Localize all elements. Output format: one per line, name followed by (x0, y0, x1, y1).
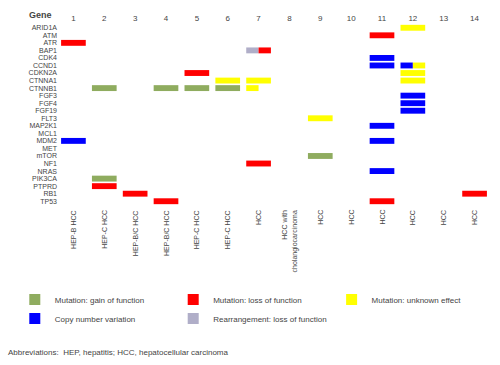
svg-text:HEP-B/C HCC: HEP-B/C HCC (132, 211, 139, 257)
svg-text:MDM2: MDM2 (36, 137, 57, 144)
svg-text:ATM: ATM (43, 32, 57, 39)
svg-text:Abbreviations: HEP, hepatitis: Abbreviations: HEP, hepatitis; HCC, hepa… (8, 348, 229, 357)
svg-text:MET: MET (42, 145, 58, 152)
svg-text:1: 1 (71, 14, 76, 23)
svg-text:HCC: HCC (471, 210, 478, 225)
svg-text:10: 10 (347, 14, 356, 23)
svg-text:CDKN2A: CDKN2A (29, 69, 58, 76)
svg-text:9: 9 (318, 14, 323, 23)
svg-text:Rearrangement: loss of functio: Rearrangement: loss of function (213, 315, 326, 324)
svg-text:2: 2 (102, 14, 107, 23)
svg-text:HEP-C HCC: HEP-C HCC (101, 210, 108, 249)
svg-text:NF1: NF1 (44, 160, 57, 167)
svg-text:HCC: HCC (317, 210, 324, 225)
svg-text:PIK3CA: PIK3CA (32, 175, 57, 182)
svg-text:7: 7 (256, 14, 261, 23)
svg-text:6: 6 (225, 14, 230, 23)
svg-text:MAP2K1: MAP2K1 (29, 122, 57, 129)
svg-text:11: 11 (378, 14, 387, 23)
svg-text:12: 12 (408, 14, 417, 23)
svg-text:HCC: HCC (379, 209, 386, 224)
svg-text:CTNNB1: CTNNB1 (29, 85, 57, 92)
svg-text:BAP1: BAP1 (39, 47, 57, 54)
svg-text:5: 5 (195, 14, 200, 23)
svg-text:3: 3 (133, 14, 138, 23)
svg-text:ARID1A: ARID1A (32, 24, 58, 31)
svg-text:8: 8 (287, 14, 292, 23)
svg-text:CDK4: CDK4 (38, 54, 57, 61)
svg-text:RB1: RB1 (43, 190, 57, 197)
svg-text:ATR: ATR (44, 39, 57, 46)
svg-text:Mutation: gain of function: Mutation: gain of function (55, 296, 144, 305)
svg-text:HCC: HCC (348, 209, 355, 224)
svg-text:PTPRD: PTPRD (33, 183, 57, 190)
svg-text:CTNNA1: CTNNA1 (29, 77, 57, 84)
svg-text:Gene: Gene (29, 10, 52, 20)
svg-text:FGF3: FGF3 (39, 92, 57, 99)
svg-text:Copy number variation: Copy number variation (55, 315, 135, 324)
svg-text:HCC: HCC (255, 210, 262, 225)
svg-text:4: 4 (164, 14, 169, 23)
svg-text:FLT3: FLT3 (41, 115, 57, 122)
svg-text:NRAS: NRAS (38, 168, 58, 175)
svg-text:14: 14 (470, 14, 479, 23)
svg-text:Mutation: unknown effect: Mutation: unknown effect (372, 296, 462, 305)
svg-text:HCC withcholangiocarcinoma: HCC withcholangiocarcinoma (281, 210, 298, 272)
svg-text:Mutation: loss of function: Mutation: loss of function (213, 296, 301, 305)
svg-text:HEP-C HCC: HEP-C HCC (193, 210, 200, 249)
svg-text:HCC: HCC (409, 210, 416, 225)
svg-text:mTOR: mTOR (37, 152, 57, 159)
svg-text:FGF4: FGF4 (39, 100, 57, 107)
svg-text:HCC: HCC (440, 210, 447, 225)
svg-text:HEP-B/C HCC: HEP-B/C HCC (163, 210, 170, 256)
svg-text:TP53: TP53 (40, 198, 57, 205)
svg-text:HEP-B HCC: HEP-B HCC (70, 210, 77, 249)
svg-text:CCND1: CCND1 (33, 62, 57, 69)
svg-text:HEP-C HCC: HEP-C HCC (224, 210, 231, 249)
svg-text:MCL1: MCL1 (38, 130, 57, 137)
svg-text:FGF19: FGF19 (35, 107, 57, 114)
svg-text:13: 13 (439, 14, 448, 23)
